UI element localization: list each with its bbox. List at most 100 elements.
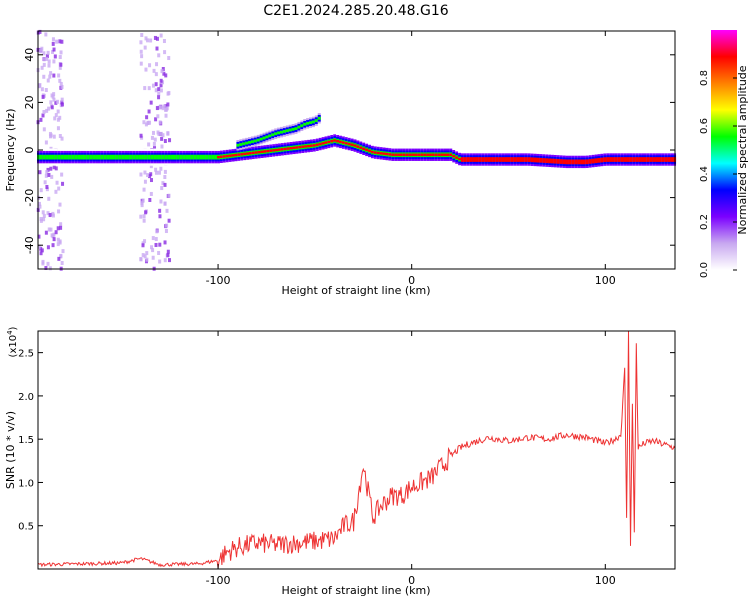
spectrogram-trace-cell xyxy=(182,155,186,159)
spectrogram-trace-cell xyxy=(585,160,589,163)
spectrogram-noise-cell xyxy=(148,63,152,68)
spectrogram-y-tick-label: 40 xyxy=(23,48,36,62)
spectrogram-trace-cell xyxy=(141,155,145,159)
spectrogram-noise-cell xyxy=(167,193,171,198)
spectrogram-noise-cell xyxy=(159,88,163,93)
spectrogram-trace-cell xyxy=(260,150,264,153)
spectrogram-noise-cell xyxy=(46,78,50,83)
spectrogram-noise-cell xyxy=(149,164,153,169)
spectrogram-noise-cell xyxy=(37,201,41,206)
spectrogram-trace-cell xyxy=(368,149,372,153)
spectrogram-cells xyxy=(36,29,677,271)
spectrogram-branch-cell xyxy=(259,137,263,141)
spectrogram-branch-cell xyxy=(282,130,286,133)
spectrogram-noise-cell xyxy=(164,107,168,112)
spectrogram-trace-cell xyxy=(429,153,433,156)
snr-multiplier-exponent: 4 xyxy=(6,330,14,335)
spectrogram-trace-cell xyxy=(240,153,244,156)
spectrogram-trace-cell xyxy=(286,147,290,150)
spectrogram-trace-cell xyxy=(504,158,508,161)
spectrogram-trace-cell xyxy=(57,155,61,159)
spectrogram-noise-cell xyxy=(45,170,49,175)
spectrogram-trace-cell xyxy=(472,158,476,161)
spectrogram-trace-cell xyxy=(577,160,581,164)
spectrogram-trace-cell xyxy=(492,158,496,161)
spectrogram-trace-cell xyxy=(609,158,613,161)
spectrogram-noise-cell xyxy=(149,38,153,43)
spectrogram-trace-cell xyxy=(623,158,627,161)
spectrogram-noise-cell xyxy=(52,92,56,97)
spectrogram-trace-cell xyxy=(370,150,374,154)
spectrogram-noise-cell xyxy=(37,244,41,249)
spectrogram-noise-cell xyxy=(47,196,51,201)
spectrogram-noise-cell xyxy=(161,106,165,111)
spectrogram-noise-cell xyxy=(42,57,46,62)
spectrogram-noise-cell xyxy=(60,100,64,105)
spectrogram-noise-cell xyxy=(146,120,150,125)
spectrogram-branch-cell xyxy=(297,125,301,129)
spectrogram-trace-cell xyxy=(652,158,656,161)
spectrogram-trace-cell xyxy=(147,155,151,159)
spectrogram-trace-cell xyxy=(144,155,148,159)
spectrogram-noise-cell xyxy=(155,62,159,67)
spectrogram-trace-cell xyxy=(48,155,52,159)
spectrogram-noise-cell xyxy=(42,213,46,218)
spectrogram-noise-cell xyxy=(47,59,51,64)
spectrogram-noise-cell xyxy=(60,39,64,44)
spectrogram-noise-cell xyxy=(160,144,164,149)
spectrogram-trace-cell xyxy=(231,154,235,157)
spectrogram-noise-cell xyxy=(40,87,44,92)
spectrogram-noise-cell xyxy=(52,47,56,52)
spectrogram-noise-cell xyxy=(142,187,146,192)
spectrogram-branch-cell xyxy=(274,132,278,136)
spectrogram-x-axis-label: Height of straight line (km) xyxy=(281,284,430,297)
spectrogram-trace-cell xyxy=(426,153,430,156)
spectrogram-noise-cell xyxy=(147,109,151,114)
colorbar-label: Normalized spectral amplitude xyxy=(736,65,749,234)
spectrogram-noise-cell xyxy=(168,258,172,263)
spectrogram-branch-cell xyxy=(277,131,281,135)
spectrogram-noise-cell xyxy=(37,84,41,89)
spectrogram-noise-cell xyxy=(51,49,55,54)
spectrogram-noise-cell xyxy=(41,94,45,99)
spectrogram-y-axis-label: Frequency (Hz) xyxy=(4,109,17,192)
spectrogram-noise-cell xyxy=(42,62,46,67)
spectrogram-trace-cell xyxy=(315,143,319,146)
spectrogram-trace-cell xyxy=(527,158,531,161)
spectrogram-noise-cell xyxy=(52,134,56,139)
spectrogram-noise-cell xyxy=(144,210,148,215)
spectrogram-noise-cell xyxy=(60,260,64,265)
spectrogram-noise-cell xyxy=(60,84,64,89)
spectrogram-branch-cell xyxy=(253,139,257,143)
spectrogram-noise-cell xyxy=(157,170,161,175)
spectrogram-noise-cell xyxy=(54,230,58,235)
snr-y-tick-label: 0.5 xyxy=(18,522,34,533)
spectrogram-noise-cell xyxy=(49,227,53,232)
spectrogram-trace-cell xyxy=(446,153,450,156)
spectrogram-noise-cell xyxy=(55,180,59,185)
spectrogram-noise-cell xyxy=(157,95,161,100)
spectrogram-trace-cell xyxy=(344,142,348,145)
colorbar-tick-label: 0.4 xyxy=(699,166,710,182)
spectrogram-noise-cell xyxy=(44,32,48,37)
spectrogram-trace-cell xyxy=(275,148,279,152)
spectrogram-noise-cell xyxy=(139,40,143,45)
spectrogram-trace-cell xyxy=(548,159,552,163)
spectrogram-noise-cell xyxy=(47,63,51,68)
spectrogram-noise-cell xyxy=(60,97,64,102)
spectrogram-noise-cell xyxy=(143,179,147,184)
spectrogram-branch-cell xyxy=(236,143,240,147)
spectrogram-trace-cell xyxy=(356,145,360,148)
spectrogram-noise-cell xyxy=(153,146,157,151)
spectrogram-trace-cell xyxy=(594,159,598,162)
spectrogram-noise-cell xyxy=(151,236,155,241)
spectrogram-trace-cell xyxy=(112,155,116,159)
spectrogram-trace-cell xyxy=(324,141,328,144)
spectrogram-trace-cell xyxy=(574,160,578,164)
spectrogram-noise-cell xyxy=(53,54,57,59)
spectrogram-noise-cell xyxy=(52,237,56,242)
spectrogram-trace-cell xyxy=(280,148,284,151)
spectrogram-noise-cell xyxy=(147,142,151,147)
colorbar-tick-label: 0.0 xyxy=(699,262,710,278)
spectrogram-noise-cell xyxy=(49,100,53,105)
